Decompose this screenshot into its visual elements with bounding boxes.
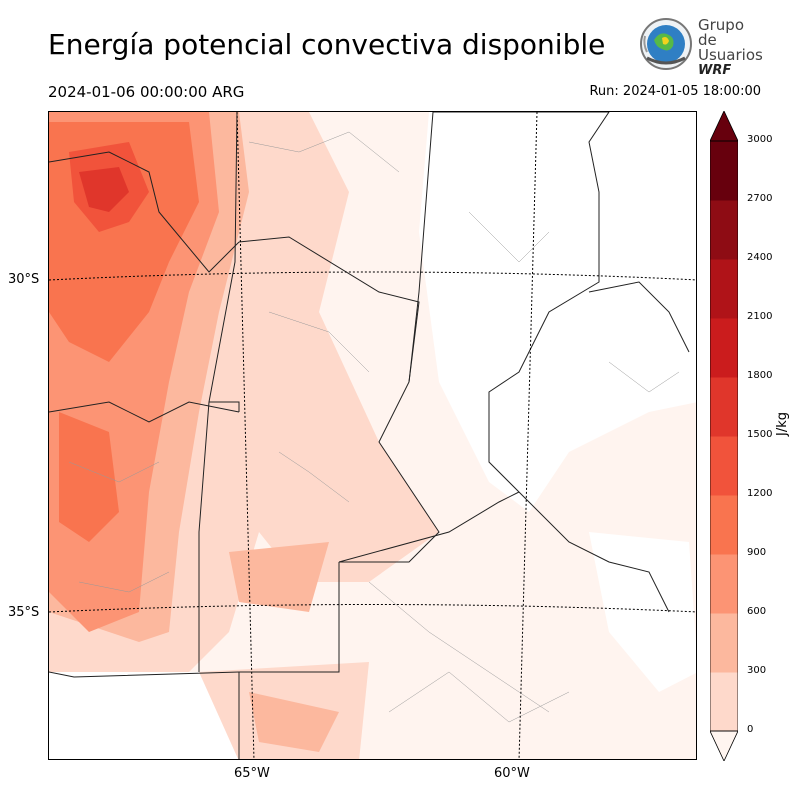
colorbar-segments — [710, 141, 738, 732]
colorbar-tick-label: 2100 — [747, 311, 773, 322]
colorbar-tick-label: 2700 — [747, 193, 773, 204]
colorbar-extend-top — [710, 111, 738, 142]
run-time: Run: 2024-01-05 18:00:00 — [589, 84, 761, 99]
colorbar-unit: J/kg — [775, 412, 790, 436]
colorbar-tick-label: 0 — [747, 724, 754, 735]
colorbar-tick-label: 1800 — [747, 370, 773, 381]
lon-label-65w: 65°W — [234, 766, 270, 781]
logo-line3: WRF — [698, 63, 732, 78]
wrf-logo: Grupo de Usuarios WRF — [638, 16, 763, 78]
colorbar-segment — [710, 318, 738, 378]
colorbar-segment — [710, 554, 738, 614]
colorbar-tick-label: 1500 — [747, 429, 773, 440]
colorbar-tick-label: 300 — [747, 665, 767, 676]
colorbar-segment — [710, 259, 738, 319]
colorbar-extend-bottom — [710, 730, 738, 761]
colorbar-segment — [710, 436, 738, 496]
map-svg — [49, 112, 696, 759]
lat-label-35s: 35°S — [8, 605, 40, 620]
colorbar — [710, 111, 738, 761]
colorbar-segment — [710, 377, 738, 437]
colorbar-tick-label: 3000 — [747, 134, 773, 145]
colorbar-tick-label: 1200 — [747, 488, 773, 499]
colorbar-segment — [710, 613, 738, 673]
colorbar-segment — [710, 200, 738, 260]
lat-label-30s: 30°S — [8, 272, 40, 287]
lon-label-60w: 60°W — [494, 766, 530, 781]
globe-icon — [640, 18, 692, 70]
colorbar-tick-label: 900 — [747, 547, 767, 558]
map-title: Energía potencial convectiva disponible — [48, 28, 606, 61]
colorbar-segment — [710, 672, 738, 732]
colorbar-segment — [710, 141, 738, 201]
cape-map — [48, 111, 697, 760]
colorbar-tick-label: 2400 — [747, 252, 773, 263]
logo-line1: Grupo de — [698, 16, 744, 49]
valid-time: 2024-01-06 00:00:00 ARG — [48, 83, 245, 101]
colorbar-segment — [710, 495, 738, 555]
colorbar-tick-label: 600 — [747, 606, 767, 617]
logo-line2: Usuarios — [698, 46, 763, 64]
